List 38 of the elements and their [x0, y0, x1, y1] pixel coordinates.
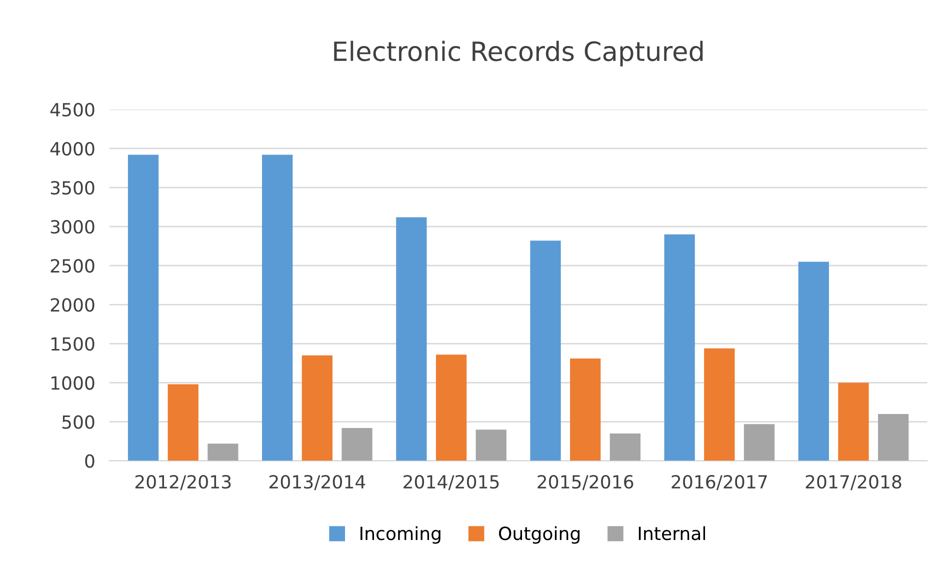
bar [436, 354, 467, 461]
y-tick-label: 4000 [50, 142, 94, 156]
y-tick-label: 1000 [52, 376, 94, 390]
y-tick-label: 1500 [52, 337, 94, 351]
chart-title: Electronic Records Captured [334, 40, 703, 66]
bar [610, 433, 640, 461]
bar [704, 348, 735, 461]
y-tick-label: 0 [85, 454, 94, 468]
x-tick-label: 2012/2013 [135, 475, 231, 490]
bar [476, 430, 506, 461]
legend-label: Internal [638, 526, 706, 540]
y-tick-label: 500 [62, 415, 94, 429]
bar [342, 428, 372, 461]
y-tick-label: 2500 [50, 259, 94, 273]
y-tick-label: 3000 [50, 220, 94, 234]
bar [530, 240, 561, 461]
x-tick-label: 2013/2014 [270, 475, 366, 490]
bar [664, 234, 695, 461]
x-tick-label: 2014/2015 [404, 475, 499, 490]
x-tick-label: 2017/2018 [806, 475, 902, 490]
y-tick-label: 4500 [50, 102, 94, 117]
legend-label: Incoming [360, 526, 440, 544]
bar [208, 444, 238, 461]
y-tick-label: 2000 [50, 298, 94, 312]
bar [128, 154, 159, 461]
x-tick-label: 2016/2017 [672, 475, 767, 490]
bar [262, 154, 293, 461]
bar [878, 414, 909, 461]
bar [302, 355, 333, 461]
bar [168, 384, 198, 461]
bar [570, 358, 601, 461]
bar [744, 424, 775, 461]
bar [798, 262, 829, 461]
bar [838, 382, 869, 461]
x-tick-label: 2015/2016 [538, 475, 634, 490]
bar [396, 217, 427, 461]
y-tick-label: 3500 [50, 180, 94, 195]
legend-label: Outgoing [499, 526, 580, 544]
